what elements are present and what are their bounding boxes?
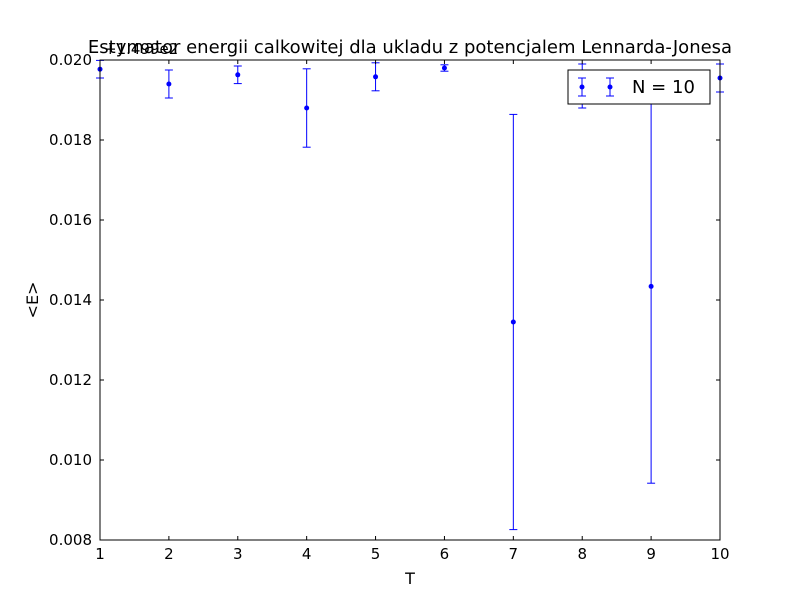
x-tick-label: 9 [646,545,656,563]
y-axis-label: <E> [23,282,42,319]
x-tick-label: 6 [440,545,450,563]
legend-label: N = 10 [632,77,695,98]
x-tick-label: 10 [710,545,729,563]
legend-point [579,84,585,90]
y-tick-label: 0.016 [49,211,92,229]
legend-point [607,84,613,90]
x-tick-label: 3 [233,545,243,563]
chart-title: Estymator energii calkowitej dla ukladu … [88,37,732,58]
x-tick-label: 8 [577,545,587,563]
x-tick-label: 1 [95,545,105,563]
legend: N = 10 [567,69,711,105]
data-point [441,65,447,71]
y-tick-label: 0.010 [49,451,92,469]
x-tick-label: 7 [509,545,519,563]
axes-frame [99,59,721,541]
legend-box [567,69,711,105]
x-axis-label: T [404,569,415,588]
data-point [373,74,379,80]
y-tick-label: 0.008 [49,531,92,549]
y-tick-label: 0.014 [49,291,92,309]
x-tick-label: 5 [371,545,381,563]
legend-marker [578,77,586,97]
y-tick-label: 0.020 [49,51,92,69]
y-tick-label: 0.012 [49,371,92,389]
x-tick-label: 4 [302,545,312,563]
data-point [510,319,516,325]
data-point [648,283,654,289]
data-point [304,105,310,111]
y-offset-text: +1.499e2 [104,40,178,58]
y-tick-label: 0.018 [49,131,92,149]
data-point [235,72,241,78]
x-tick-label: 2 [164,545,174,563]
axis-ticks: 1 2 3 4 5 6 7 8 9 10 0.008 0.010 0.012 0.014 0.016 0.01… [49,51,730,563]
data-point [166,81,172,87]
legend-marker [606,77,614,97]
plot-area [96,59,724,531]
